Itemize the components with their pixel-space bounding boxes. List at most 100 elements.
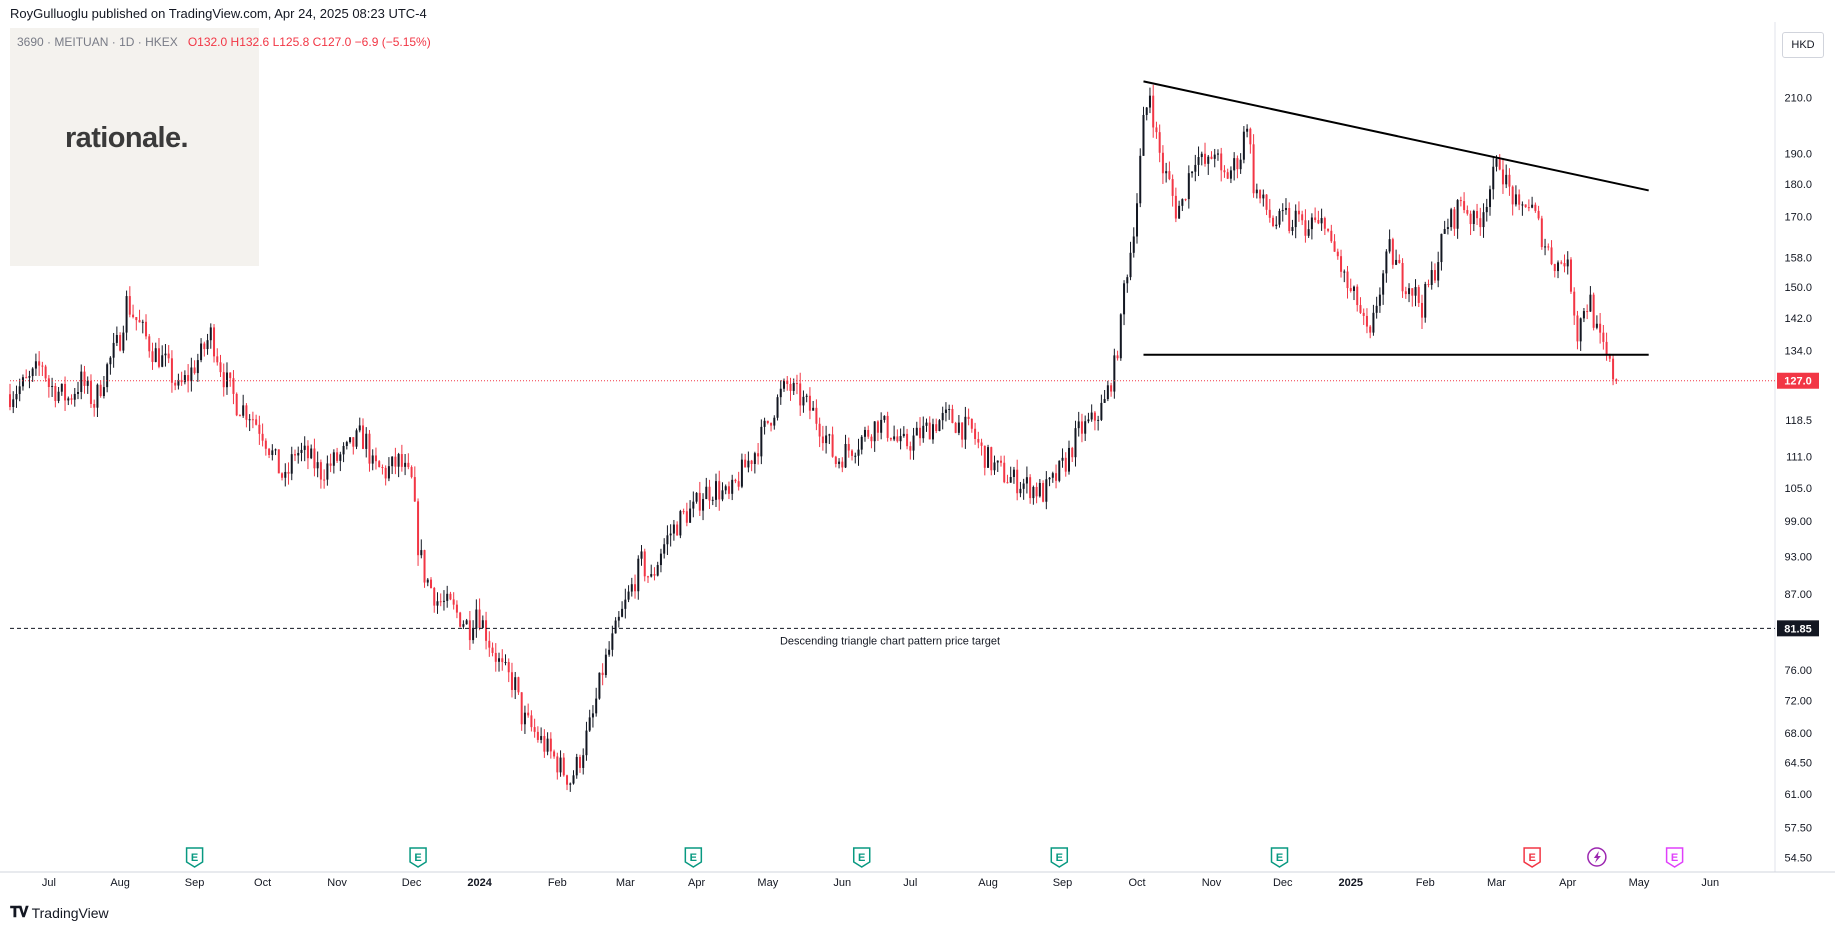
candle-body xyxy=(685,511,688,523)
candle-body xyxy=(1349,288,1352,291)
candle-body xyxy=(527,712,530,716)
candle-body xyxy=(1103,399,1106,403)
candle-body xyxy=(915,427,918,436)
candle-body xyxy=(1427,284,1430,286)
candle-body xyxy=(1569,259,1572,292)
x-tick-label: Apr xyxy=(1559,877,1576,889)
candle-body xyxy=(64,383,67,401)
candle-body xyxy=(1216,153,1219,155)
candle-body xyxy=(1398,259,1401,264)
event-earnings-letter: E xyxy=(1276,852,1283,864)
candle-body xyxy=(93,403,96,408)
candle-body xyxy=(724,486,727,491)
candle-body xyxy=(277,449,280,474)
candle-body xyxy=(517,677,520,693)
candle-body xyxy=(468,620,471,641)
candle-body xyxy=(634,584,637,592)
candle-body xyxy=(617,616,620,621)
candle-body xyxy=(109,357,112,365)
candle-body xyxy=(1385,251,1388,274)
candle-body xyxy=(44,366,47,379)
y-tick-label: 61.00 xyxy=(1784,789,1812,801)
candle-body xyxy=(1019,488,1022,494)
logo-watermark: rationale. xyxy=(10,28,259,266)
candle-body xyxy=(1453,209,1456,229)
currency-button[interactable]: HKD xyxy=(1782,32,1824,58)
candle-body xyxy=(1158,132,1161,153)
candle-body xyxy=(213,327,216,357)
candle-body xyxy=(1531,204,1534,208)
candle-body xyxy=(1495,158,1498,167)
candle-body xyxy=(1262,194,1265,199)
x-tick-label: Nov xyxy=(327,877,347,889)
candle-body xyxy=(1557,262,1560,272)
candle-body xyxy=(757,453,760,457)
x-tick-label: May xyxy=(1629,877,1650,889)
candle-body xyxy=(410,467,413,478)
candle-body xyxy=(679,511,682,536)
candle-body xyxy=(1181,199,1184,206)
candle-body xyxy=(1213,154,1216,159)
candle-body xyxy=(384,467,387,479)
candle-body xyxy=(1100,402,1103,420)
candle-body xyxy=(501,658,504,663)
candle-body xyxy=(154,348,157,362)
candle-body xyxy=(1356,286,1359,306)
candle-body xyxy=(1501,169,1504,185)
candle-body xyxy=(1080,421,1083,434)
candle-body xyxy=(336,452,339,461)
candle-body xyxy=(834,456,837,464)
candle-body xyxy=(1433,270,1436,281)
candle-body xyxy=(284,471,287,478)
candle-body xyxy=(1463,201,1466,211)
candle-body xyxy=(381,466,384,468)
event-earnings-icon xyxy=(1523,847,1541,868)
candle-body xyxy=(446,593,449,601)
y-tick-label: 76.00 xyxy=(1784,665,1812,677)
candle-body xyxy=(96,384,99,408)
candle-body xyxy=(38,361,41,366)
candle-body xyxy=(1087,419,1090,422)
candle-body xyxy=(190,367,193,382)
candle-body xyxy=(1450,209,1453,228)
candle-body xyxy=(1395,259,1398,265)
candle-body xyxy=(1178,205,1181,219)
x-tick-label: Sep xyxy=(1053,877,1073,889)
candle-body xyxy=(119,335,122,351)
x-tick-label: Aug xyxy=(978,877,998,889)
candle-body xyxy=(251,419,254,421)
candle-body xyxy=(128,296,131,315)
candle-body xyxy=(604,654,607,676)
candle-body xyxy=(630,584,633,592)
candle-body xyxy=(488,640,491,648)
candle-body xyxy=(705,486,708,500)
candle-body xyxy=(200,343,203,361)
candle-body xyxy=(145,321,148,337)
x-tick-label: May xyxy=(757,877,778,889)
footer-brand[interactable]: 𝐓𝐕 TradingView xyxy=(10,904,109,921)
candle-body xyxy=(1550,247,1553,265)
event-earnings-letter: E xyxy=(1671,852,1678,864)
candle-body xyxy=(1229,170,1232,179)
candle-body xyxy=(358,425,361,431)
candle-body xyxy=(1291,227,1294,231)
candle-body xyxy=(1265,194,1268,210)
candle-body xyxy=(1417,287,1420,303)
candle-body xyxy=(624,599,627,609)
candle-body xyxy=(925,422,928,426)
candle-body xyxy=(1284,207,1287,211)
candle-body xyxy=(297,452,300,456)
candle-body xyxy=(349,437,352,443)
candle-body xyxy=(1372,312,1375,333)
candle-body xyxy=(692,501,695,509)
event-earnings-letter: E xyxy=(414,852,421,864)
candle-body xyxy=(993,462,996,471)
candle-body xyxy=(394,456,397,467)
candle-body xyxy=(1582,311,1585,319)
candle-body xyxy=(41,365,44,367)
candle-body xyxy=(1317,220,1320,224)
event-earnings-icon xyxy=(852,847,871,868)
ohlc-close: C127.0 xyxy=(312,35,352,49)
candle-body xyxy=(77,391,80,394)
